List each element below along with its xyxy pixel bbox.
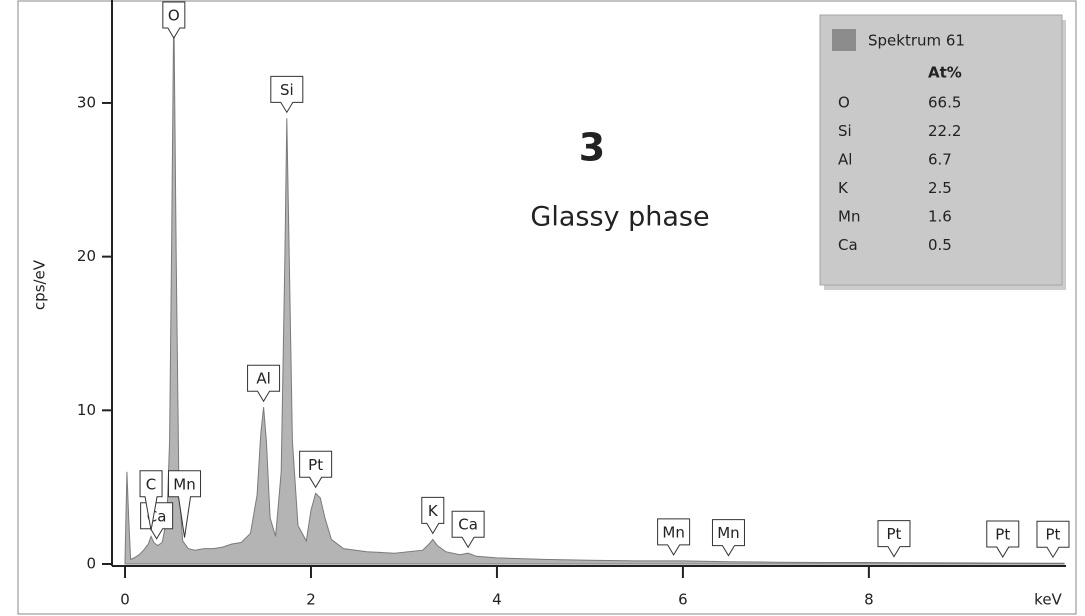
peak-label-text: Pt bbox=[995, 526, 1010, 544]
x-axis-label: keV bbox=[1034, 591, 1062, 609]
legend-element: Mn bbox=[838, 208, 860, 226]
peak-label-text: Si bbox=[280, 81, 294, 99]
annotation-text: Glassy phase bbox=[530, 202, 709, 233]
peak-label-text: Mn bbox=[717, 524, 739, 542]
peak-label-text: Ca bbox=[458, 516, 478, 534]
legend-value: 0.5 bbox=[928, 236, 952, 254]
peak-label: Pt bbox=[300, 451, 332, 487]
peak-label: Ca bbox=[452, 511, 484, 547]
peak-label: Al bbox=[248, 365, 280, 401]
peak-label: Pt bbox=[1037, 521, 1069, 557]
legend-element: K bbox=[838, 179, 849, 197]
annotation-number: 3 bbox=[579, 126, 605, 170]
x-tick-label: 8 bbox=[864, 591, 874, 609]
y-tick-label: 10 bbox=[77, 401, 96, 419]
y-tick-label: 20 bbox=[77, 247, 96, 265]
chart: cps/eV keV 3 Glassy phase 010203002468OS… bbox=[0, 0, 1085, 616]
y-tick-label: 0 bbox=[86, 555, 96, 573]
x-tick-label: 2 bbox=[306, 591, 316, 609]
peak-label: Mn bbox=[712, 520, 744, 556]
peak-label: Mn bbox=[658, 519, 690, 555]
peak-label: Pt bbox=[987, 521, 1019, 557]
legend-title: Spektrum 61 bbox=[868, 32, 965, 50]
peak-label-text: C bbox=[146, 475, 156, 493]
peak-label-text: Pt bbox=[887, 525, 902, 543]
peak-label-text: Pt bbox=[308, 456, 323, 474]
legend-element: Ca bbox=[838, 236, 858, 254]
legend-element: Si bbox=[838, 122, 852, 140]
peak-label-text: Mn bbox=[173, 475, 195, 493]
x-tick-label: 6 bbox=[678, 591, 688, 609]
peak-label-text: Mn bbox=[662, 523, 684, 541]
peak-label: K bbox=[422, 497, 444, 533]
legend-swatch bbox=[832, 29, 856, 51]
y-axis-label: cps/eV bbox=[31, 259, 49, 310]
peak-label: Pt bbox=[878, 521, 910, 557]
peak-label: O bbox=[163, 2, 185, 38]
peak-label-text: Al bbox=[256, 370, 270, 388]
legend-value: 22.2 bbox=[928, 122, 961, 140]
x-tick-label: 4 bbox=[492, 591, 502, 609]
legend-value: 1.6 bbox=[928, 208, 952, 226]
legend-value: 6.7 bbox=[928, 151, 952, 169]
legend-element: Al bbox=[838, 151, 852, 169]
y-tick-label: 30 bbox=[77, 93, 96, 111]
x-tick-label: 0 bbox=[120, 591, 130, 609]
peak-label-text: K bbox=[428, 502, 439, 520]
legend-element: O bbox=[838, 94, 850, 112]
legend-value: 2.5 bbox=[928, 179, 952, 197]
peak-label-text: O bbox=[168, 7, 180, 25]
peak-label-text: Pt bbox=[1046, 526, 1061, 544]
peak-label: Si bbox=[271, 76, 303, 112]
legend-header: At% bbox=[928, 64, 962, 82]
legend-value: 66.5 bbox=[928, 94, 961, 112]
